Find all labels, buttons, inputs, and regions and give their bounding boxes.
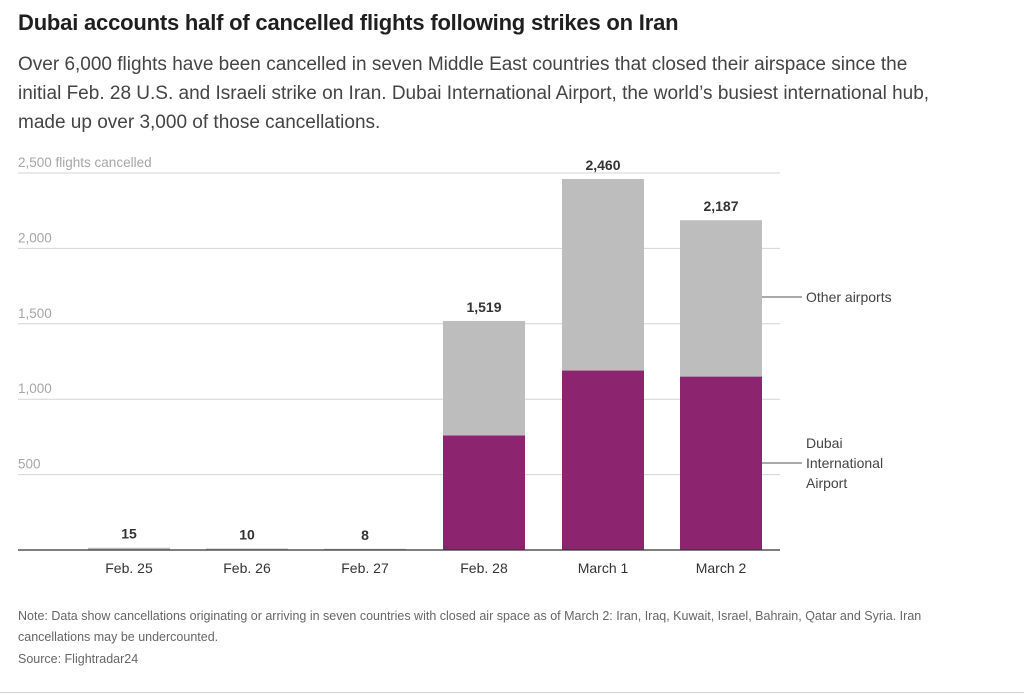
total-label-0: 15 bbox=[121, 526, 137, 542]
legend-label-dubai-0: Dubai bbox=[806, 435, 843, 451]
chart-note: Note: Data show cancellations originatin… bbox=[18, 609, 922, 644]
chart-subtitle: Over 6,000 flights have been cancelled i… bbox=[18, 54, 930, 133]
bar-other-4 bbox=[562, 179, 644, 371]
y-tick-label-1000: 1,000 bbox=[18, 381, 52, 396]
legend-label-other: Other airports bbox=[806, 289, 892, 305]
y-tick-label-2500: 2,500 flights cancelled bbox=[18, 155, 152, 170]
total-label-2: 8 bbox=[361, 527, 369, 543]
x-tick-label-0: Feb. 25 bbox=[105, 560, 153, 576]
bar-other-5 bbox=[680, 220, 762, 377]
x-tick-label-3: Feb. 28 bbox=[460, 560, 508, 576]
legend-label-dubai-1: International bbox=[806, 455, 883, 471]
total-label-1: 10 bbox=[239, 526, 255, 542]
x-tick-label-2: Feb. 27 bbox=[341, 560, 389, 576]
y-tick-label-500: 500 bbox=[18, 457, 41, 472]
stacked-bar-chart: 2,500 flights cancelled 2,000 1,500 1,000 50… bbox=[18, 155, 892, 576]
x-tick-label-4: March 1 bbox=[578, 560, 629, 576]
bar-dubai-4 bbox=[562, 370, 644, 550]
total-label-5: 2,187 bbox=[703, 198, 738, 214]
total-label-3: 1,519 bbox=[466, 299, 501, 315]
x-tick-label-1: Feb. 26 bbox=[223, 560, 271, 576]
y-tick-label-1500: 1,500 bbox=[18, 306, 52, 321]
bottom-divider bbox=[0, 692, 1024, 693]
bar-dubai-3 bbox=[443, 435, 525, 550]
bar-other-0 bbox=[88, 547, 170, 550]
bar-other-1 bbox=[206, 548, 288, 550]
chart-title: Dubai accounts half of cancelled flights… bbox=[18, 10, 679, 35]
y-tick-label-2000: 2,000 bbox=[18, 230, 52, 245]
x-tick-label-5: March 2 bbox=[696, 560, 747, 576]
bar-other-2 bbox=[324, 548, 406, 550]
bar-dubai-5 bbox=[680, 376, 762, 550]
bar-other-3 bbox=[443, 320, 525, 436]
chart-source: Source: Flightradar24 bbox=[18, 652, 139, 666]
total-label-4: 2,460 bbox=[585, 157, 620, 173]
legend-label-dubai-2: Airport bbox=[806, 475, 847, 491]
